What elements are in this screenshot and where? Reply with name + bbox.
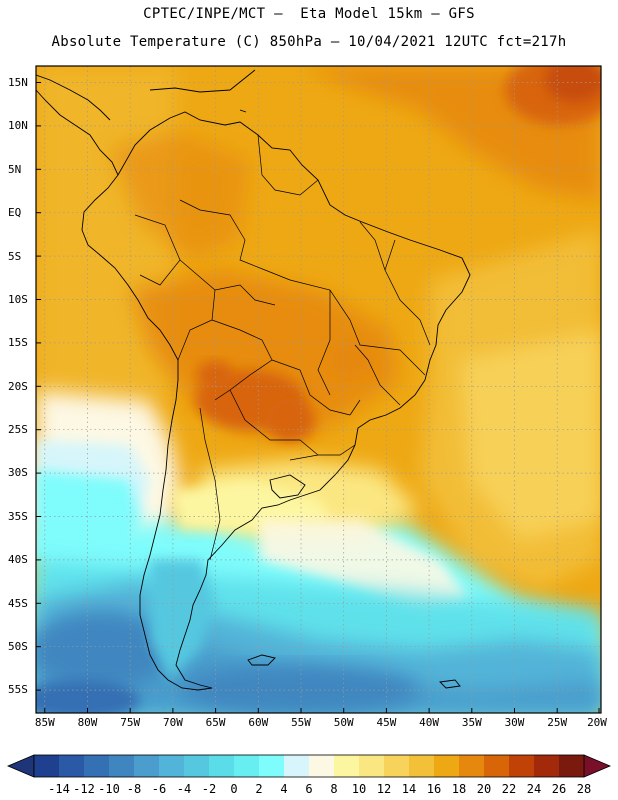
lon-label-85w: 85W — [34, 716, 55, 729]
colorbar-swatch — [134, 755, 160, 777]
lat-label-5s: 5S — [8, 250, 22, 263]
lat-label-15n: 15N — [8, 76, 28, 89]
lon-label-75w: 75W — [120, 716, 141, 729]
lon-label-25w: 25W — [547, 716, 568, 729]
colorbar-label: -8 — [126, 782, 142, 796]
colorbar-label: -12 — [73, 782, 95, 796]
lat-label-eq: EQ — [8, 206, 22, 219]
colorbar-label: -4 — [176, 782, 192, 796]
lon-label-80w: 80W — [77, 716, 98, 729]
colorbar-label: 14 — [401, 782, 417, 796]
lat-label-55s: 55S — [8, 683, 28, 696]
lat-label-5n: 5N — [8, 163, 22, 176]
colorbar-swatch — [384, 755, 410, 777]
colorbar-label: 12 — [376, 782, 392, 796]
colorbar-label: 18 — [451, 782, 467, 796]
lat-label-35s: 35S — [8, 510, 28, 523]
south-america-coast — [81, 111, 471, 691]
colorbar-swatch — [59, 755, 85, 777]
coastlines — [36, 69, 471, 691]
colorbar-label: 8 — [330, 782, 338, 796]
colorbar-label: -2 — [201, 782, 217, 796]
lon-label-20w: 20W — [587, 716, 607, 729]
colorbar-label: 4 — [280, 782, 288, 796]
lon-label-60w: 60W — [248, 716, 269, 729]
frame-ticks — [36, 82, 600, 713]
colorbar-swatch — [484, 755, 510, 777]
colorbar-swatch — [34, 755, 60, 777]
central-america-coast — [36, 89, 119, 176]
lon-label-40w: 40W — [419, 716, 440, 729]
colorbar-swatch — [84, 755, 110, 777]
lat-label-40s: 40S — [8, 553, 28, 566]
lat-label-10n: 10N — [8, 119, 28, 132]
lat-label-10s: 10S — [8, 293, 28, 306]
colorbar-frame — [33, 754, 585, 778]
colorbar-label: 0 — [230, 782, 238, 796]
colorbar-label: 20 — [476, 782, 492, 796]
colorbar-label: 2 — [255, 782, 263, 796]
map-frame — [35, 65, 602, 714]
colorbar-label: 10 — [351, 782, 367, 796]
colorbar-label: -10 — [98, 782, 120, 796]
falkland-islands — [247, 654, 276, 666]
colorbar-swatch — [159, 755, 185, 777]
plata-estuary — [269, 474, 306, 499]
colorbar-label: 22 — [501, 782, 517, 796]
colorbar-swatch — [284, 755, 310, 777]
colorbar-swatch — [109, 755, 135, 777]
map-title-line-1: CPTEC/INPE/MCT – Eta Model 15km – GFS — [143, 6, 475, 22]
colorbar — [6, 754, 612, 778]
colorbar-swatch — [459, 755, 485, 777]
colorbar-swatch — [259, 755, 285, 777]
lon-label-30w: 30W — [504, 716, 525, 729]
colorbar-label: 6 — [305, 782, 313, 796]
colorbar-swatch — [209, 755, 235, 777]
lat-label-20s: 20S — [8, 380, 28, 393]
lat-label-15s: 15S — [8, 336, 28, 349]
colorbar-label: -6 — [151, 782, 167, 796]
country-borders — [134, 134, 431, 561]
colorbar-label: 28 — [576, 782, 592, 796]
colorbar-swatch — [559, 755, 585, 777]
colorbar-swatch — [184, 755, 210, 777]
caribbean-islands — [149, 69, 256, 93]
colorbar-swatch — [334, 755, 360, 777]
colorbar-high-arrow — [583, 754, 612, 778]
map-title-line-2: Absolute Temperature (C) 850hPa – 10/04/… — [51, 34, 567, 50]
colorbar-label: 26 — [551, 782, 567, 796]
colorbar-swatch — [509, 755, 535, 777]
lon-label-50w: 50W — [333, 716, 354, 729]
lon-label-35w: 35W — [461, 716, 482, 729]
colorbar-label: -14 — [48, 782, 70, 796]
lat-label-25s: 25S — [8, 423, 28, 436]
colorbar-label: 24 — [526, 782, 542, 796]
lat-label-45s: 45S — [8, 597, 28, 610]
colorbar-swatch — [234, 755, 260, 777]
lon-label-55w: 55W — [291, 716, 311, 729]
colorbar-swatch — [409, 755, 435, 777]
lat-label-50s: 50S — [8, 640, 28, 653]
lon-label-65w: 65W — [205, 716, 226, 729]
colorbar-swatch — [534, 755, 560, 777]
lon-label-70w: 70W — [162, 716, 183, 729]
colorbar-label: 16 — [426, 782, 442, 796]
lat-label-30s: 30S — [8, 466, 28, 479]
colorbar-low-arrow — [6, 754, 35, 778]
temperature-field — [36, 66, 601, 713]
colorbar-swatch — [309, 755, 335, 777]
colorbar-swatch — [359, 755, 385, 777]
colorbar-swatch — [434, 755, 460, 777]
lon-label-45w: 45W — [376, 716, 397, 729]
